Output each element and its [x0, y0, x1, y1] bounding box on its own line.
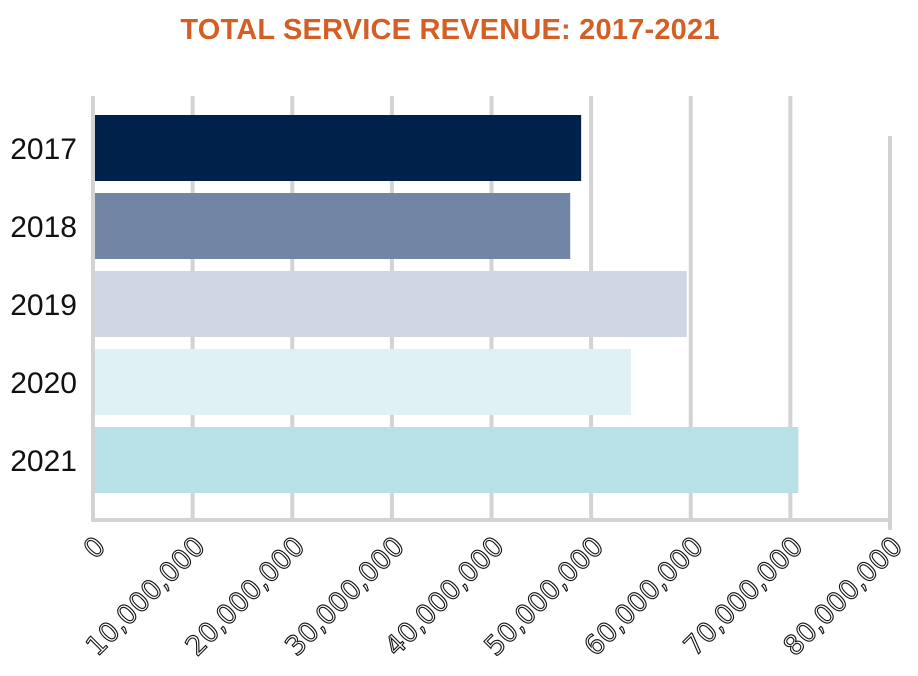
- y-tick-label-2018: 2018: [10, 211, 77, 244]
- bar-2020: [95, 349, 631, 415]
- bar-2017: [95, 115, 582, 181]
- bars: [95, 115, 799, 493]
- y-tick-label-2020: 2020: [10, 367, 77, 400]
- y-tick-label-2019: 2019: [10, 289, 77, 322]
- y-axis-labels: 2017 2018 2019 2020 2021: [10, 133, 77, 478]
- x-tick-label-0: 0: [78, 531, 112, 565]
- bar-2019: [95, 271, 687, 337]
- chart-title: TOTAL SERVICE REVENUE: 2017-2021: [180, 14, 720, 46]
- bar-2021: [95, 427, 799, 493]
- bar-2018: [95, 193, 571, 259]
- x-axis-labels: 010,000,00020,000,00030,000,00040,000,00…: [77, 530, 909, 662]
- y-tick-label-2017: 2017: [10, 133, 77, 166]
- y-tick-label-2021: 2021: [10, 445, 77, 478]
